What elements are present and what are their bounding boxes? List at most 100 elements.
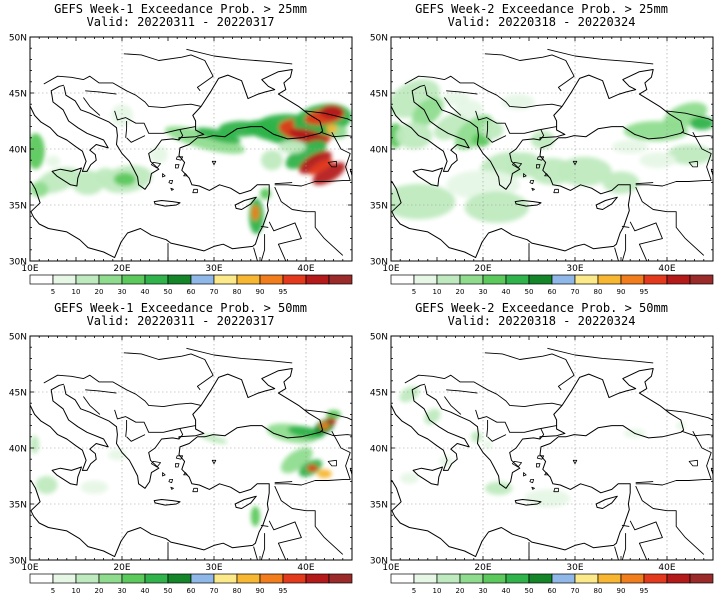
colorbar-label: 60	[187, 288, 196, 296]
colorbar-label: 5	[412, 288, 416, 296]
colorbar-label: 30	[479, 288, 488, 296]
colorbar-label: 50	[164, 587, 173, 595]
colorbar-label: 70	[210, 587, 219, 595]
latitude-label: 30N	[9, 557, 27, 567]
longitude-label: 10E	[21, 264, 38, 274]
colorbar-label: 20	[456, 288, 465, 296]
precip-probability-area	[639, 152, 677, 168]
colorbar-label: 60	[548, 288, 557, 296]
colorbar: 5 10 20 30 40 50 60 70 80 90 95	[29, 573, 353, 595]
panel-week2-25mm: GEFS Week-2 Exceedance Prob. > 25mm Vali…	[361, 0, 722, 299]
colorbar-swatch	[75, 274, 100, 285]
precip-probability-area	[484, 481, 513, 495]
colorbar-swatch	[459, 573, 484, 584]
latitude-label: 35N	[9, 202, 27, 212]
colorbar-label: 50	[525, 587, 534, 595]
longitude-label: 10E	[21, 563, 38, 573]
colorbar-label: 90	[256, 587, 265, 595]
colorbar-label: 20	[95, 587, 104, 595]
panel-valid-dates: Valid: 20220311 - 20220317	[86, 314, 275, 328]
colorbar-label: 5	[51, 587, 55, 595]
colorbar-label: 10	[72, 587, 81, 595]
precip-probability-area	[602, 171, 640, 194]
precip-probability-area	[464, 191, 529, 223]
panel-title: GEFS Week-2 Exceedance Prob. > 25mm	[415, 2, 668, 16]
colorbar-label: 10	[72, 288, 81, 296]
colorbar-label: 5	[412, 587, 416, 595]
colorbar-swatch	[551, 274, 576, 285]
colorbar-swatch	[505, 274, 530, 285]
precip-probability-area	[556, 156, 612, 186]
precip-probability-area	[312, 162, 346, 186]
colorbar-swatch	[75, 573, 100, 584]
precip-probability-area	[250, 506, 260, 527]
colorbar-swatch	[144, 573, 169, 584]
colorbar-label: 20	[456, 587, 465, 595]
precip-probability-area	[441, 91, 470, 106]
precip-probability-area	[80, 480, 109, 494]
colorbar-label: 30	[118, 288, 127, 296]
colorbar-label: 40	[502, 288, 511, 296]
colorbar-label: 90	[617, 587, 626, 595]
colorbar-swatch	[305, 573, 330, 584]
colorbar-swatch	[98, 573, 123, 584]
colorbar-swatch	[29, 573, 54, 584]
colorbar-label: 80	[233, 587, 242, 595]
precip-probability-area	[149, 145, 168, 164]
colorbar-swatch	[689, 573, 714, 584]
panel-title: GEFS Week-1 Exceedance Prob. > 50mm	[54, 301, 307, 315]
colorbar-swatch	[52, 274, 77, 285]
panel-week1-50mm: GEFS Week-1 Exceedance Prob. > 50mm Vali…	[0, 299, 361, 598]
coastlines-and-borders	[391, 48, 713, 261]
colorbar-swatch	[390, 573, 415, 584]
precip-probability-area	[261, 150, 283, 171]
colorbar-swatch	[259, 573, 284, 584]
panel-valid-dates: Valid: 20220318 - 20220324	[447, 314, 636, 328]
colorbar-swatch	[597, 274, 622, 285]
colorbar-label: 60	[548, 587, 557, 595]
colorbar-swatch	[551, 573, 576, 584]
colorbar-swatch	[29, 274, 54, 285]
precip-probability-area	[411, 97, 444, 127]
latitude-label: 40N	[370, 445, 388, 455]
precip-probability-area	[471, 431, 483, 443]
longitude-label: 40E	[297, 264, 314, 274]
colorbar-label: 80	[594, 288, 603, 296]
colorbar-label: 90	[256, 288, 265, 296]
latitude-label: 50N	[370, 34, 388, 44]
colorbar-swatch	[236, 274, 261, 285]
coastlines-and-borders	[30, 347, 352, 560]
colorbar-swatch	[505, 573, 530, 584]
colorbar-swatch	[482, 274, 507, 285]
precip-probability-area	[391, 183, 456, 220]
longitude-label: 30E	[566, 264, 583, 274]
precip-probability-area	[319, 105, 344, 119]
colorbar-label: 70	[571, 587, 580, 595]
coastlines-and-borders	[391, 347, 713, 560]
latitude-label: 50N	[370, 333, 388, 343]
precip-probability-area	[690, 116, 713, 130]
colorbar-label: 5	[51, 288, 55, 296]
colorbar-swatch	[98, 274, 123, 285]
panel-title: GEFS Week-2 Exceedance Prob. > 50mm	[415, 301, 668, 315]
precip-probability-area	[285, 140, 327, 170]
latitude-label: 30N	[370, 258, 388, 268]
precip-probability-area	[30, 435, 40, 454]
colorbar-swatch	[390, 274, 415, 285]
precip-probability-area	[280, 447, 313, 474]
colorbar-label: 80	[233, 288, 242, 296]
longitude-label: 30E	[205, 563, 222, 573]
latitude-label: 50N	[9, 333, 27, 343]
latitude-label: 35N	[370, 202, 388, 212]
precip-probability-area	[113, 172, 136, 186]
precip-probability-area	[400, 472, 419, 484]
precip-probability-area	[611, 140, 649, 154]
latitude-label: 40N	[370, 146, 388, 156]
colorbar-label: 30	[118, 587, 127, 595]
latitude-label: 45N	[370, 90, 388, 100]
precip-probability-area	[326, 124, 338, 134]
precip-probability-area	[35, 476, 58, 494]
colorbar-swatch	[167, 573, 192, 584]
longitude-label: 40E	[297, 563, 314, 573]
precip-probability-area	[278, 140, 307, 154]
